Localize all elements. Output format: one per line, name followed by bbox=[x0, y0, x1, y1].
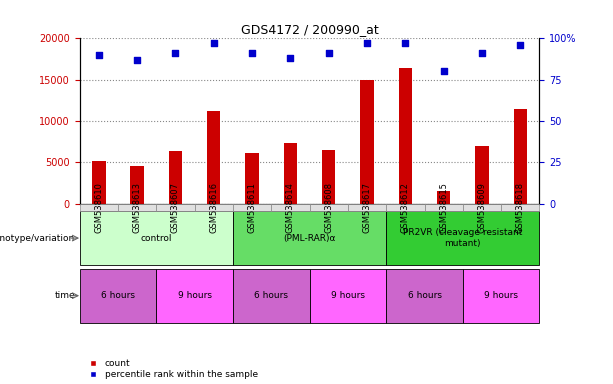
Text: time: time bbox=[55, 291, 75, 300]
Point bbox=[516, 42, 525, 48]
Text: (PML-RAR)α: (PML-RAR)α bbox=[283, 233, 336, 243]
Bar bbox=[195, 204, 233, 211]
Text: GSM538610: GSM538610 bbox=[94, 182, 104, 233]
Bar bbox=[284, 143, 297, 204]
Bar bbox=[310, 204, 348, 211]
Text: 9 hours: 9 hours bbox=[331, 291, 365, 300]
Bar bbox=[207, 111, 221, 204]
Text: 6 hours: 6 hours bbox=[101, 291, 135, 300]
Bar bbox=[92, 161, 105, 204]
Text: GSM538615: GSM538615 bbox=[439, 182, 448, 233]
Bar bbox=[80, 211, 233, 265]
Point bbox=[209, 40, 219, 46]
Point bbox=[400, 40, 410, 46]
Bar bbox=[80, 269, 156, 323]
Text: PR2VR (cleavage resistant
mutant): PR2VR (cleavage resistant mutant) bbox=[403, 228, 522, 248]
Legend: count, percentile rank within the sample: count, percentile rank within the sample bbox=[84, 359, 258, 379]
Text: GSM538618: GSM538618 bbox=[516, 182, 525, 233]
Text: GSM538612: GSM538612 bbox=[401, 182, 410, 233]
Bar bbox=[501, 204, 539, 211]
Bar bbox=[322, 150, 335, 204]
Title: GDS4172 / 200990_at: GDS4172 / 200990_at bbox=[241, 23, 378, 36]
Text: GSM538608: GSM538608 bbox=[324, 182, 333, 233]
Text: 6 hours: 6 hours bbox=[408, 291, 441, 300]
Text: GSM538611: GSM538611 bbox=[248, 182, 257, 233]
Text: 9 hours: 9 hours bbox=[178, 291, 211, 300]
Bar bbox=[310, 269, 386, 323]
Bar bbox=[156, 204, 195, 211]
Bar bbox=[245, 153, 259, 204]
Point bbox=[439, 68, 449, 74]
Point bbox=[94, 52, 104, 58]
Text: GSM538614: GSM538614 bbox=[286, 182, 295, 233]
Point bbox=[477, 50, 487, 56]
Bar bbox=[233, 204, 271, 211]
Bar bbox=[118, 204, 156, 211]
Point bbox=[247, 50, 257, 56]
Text: 9 hours: 9 hours bbox=[484, 291, 518, 300]
Bar bbox=[424, 204, 463, 211]
Bar bbox=[271, 204, 310, 211]
Bar bbox=[463, 269, 539, 323]
Bar bbox=[360, 80, 374, 204]
Point bbox=[362, 40, 372, 46]
Text: GSM538617: GSM538617 bbox=[362, 182, 371, 233]
Text: genotype/variation: genotype/variation bbox=[0, 233, 75, 243]
Bar bbox=[156, 269, 233, 323]
Bar bbox=[437, 191, 451, 204]
Text: GSM538616: GSM538616 bbox=[209, 182, 218, 233]
Point bbox=[286, 55, 295, 61]
Point bbox=[132, 57, 142, 63]
Text: GSM538607: GSM538607 bbox=[171, 182, 180, 233]
Bar bbox=[80, 204, 118, 211]
Bar bbox=[386, 204, 424, 211]
Bar bbox=[463, 204, 501, 211]
Bar bbox=[398, 68, 412, 204]
Bar bbox=[348, 204, 386, 211]
Point bbox=[170, 50, 180, 56]
Bar bbox=[233, 211, 386, 265]
Bar bbox=[475, 146, 489, 204]
Point bbox=[324, 50, 333, 56]
Text: GSM538609: GSM538609 bbox=[478, 182, 487, 233]
Text: GSM538613: GSM538613 bbox=[132, 182, 142, 233]
Bar bbox=[233, 269, 310, 323]
Text: control: control bbox=[140, 233, 172, 243]
Text: 6 hours: 6 hours bbox=[254, 291, 288, 300]
Bar bbox=[131, 166, 144, 204]
Bar bbox=[386, 269, 463, 323]
Bar bbox=[169, 151, 182, 204]
Bar bbox=[514, 109, 527, 204]
Bar bbox=[386, 211, 539, 265]
